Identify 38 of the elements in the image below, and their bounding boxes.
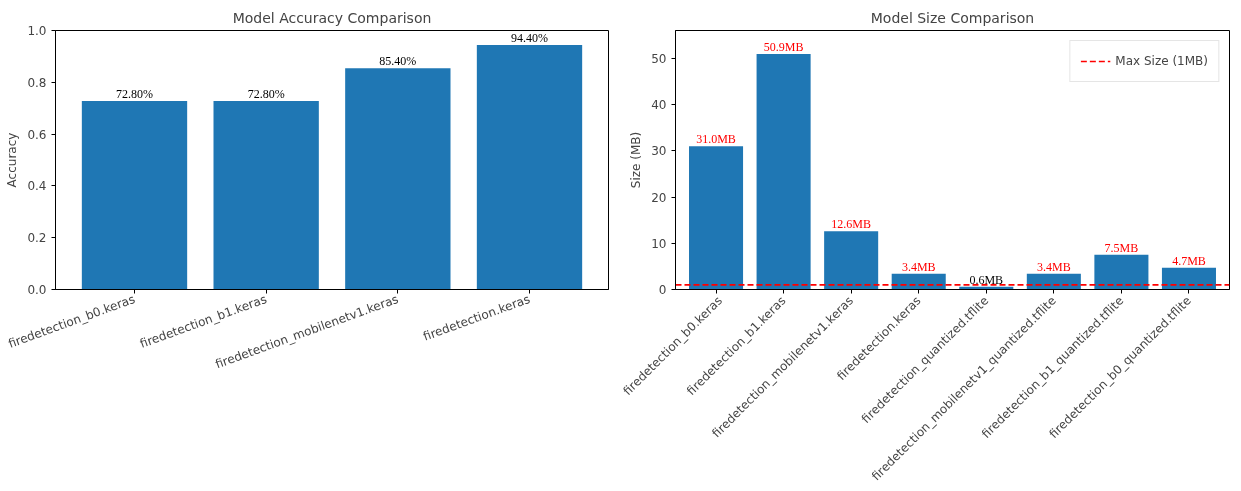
y-tick-label: 30 bbox=[651, 144, 667, 159]
data-label: 0.6MB bbox=[969, 272, 1004, 287]
y-tick-label: 50 bbox=[651, 51, 667, 66]
y-tick-label: 0.6 bbox=[27, 127, 47, 142]
legend-label: Max Size (1MB) bbox=[1115, 54, 1208, 68]
bar bbox=[345, 68, 451, 290]
bar bbox=[81, 100, 188, 290]
y-tick-label: 0 bbox=[658, 283, 667, 297]
data-label: 31.0MB bbox=[696, 132, 736, 147]
y-tick-label: 40 bbox=[651, 98, 667, 112]
data-label: 72.80% bbox=[116, 86, 153, 101]
y-axis-title: Accuracy bbox=[5, 132, 20, 188]
y-tick-label: 10 bbox=[651, 236, 667, 251]
data-label: 85.40% bbox=[379, 54, 417, 69]
chart-title: Model Accuracy Comparison bbox=[232, 9, 432, 26]
bar bbox=[1161, 267, 1216, 290]
data-label: 4.7MB bbox=[1172, 253, 1206, 268]
y-tick-label: 1.0 bbox=[27, 24, 47, 38]
y-tick-label: 20 bbox=[651, 190, 667, 205]
bar bbox=[756, 54, 811, 290]
data-label: 72.80% bbox=[247, 86, 285, 101]
bar bbox=[689, 146, 744, 290]
data-label: 12.6MB bbox=[831, 217, 872, 232]
y-tick-label: 0.2 bbox=[27, 231, 47, 246]
y-tick-label: 0.0 bbox=[27, 283, 47, 297]
y-tick-label: 0.4 bbox=[27, 179, 47, 194]
bar bbox=[476, 45, 583, 290]
y-axis-title: Size (MB) bbox=[629, 131, 644, 189]
data-label: 3.4MB bbox=[1037, 259, 1071, 274]
data-label: 94.40% bbox=[511, 31, 548, 45]
data-label: 50.9MB bbox=[763, 40, 804, 55]
chart-title: Model Size Comparison bbox=[870, 9, 1035, 26]
data-label: 3.4MB bbox=[901, 259, 936, 274]
bar bbox=[1094, 254, 1149, 290]
data-label: 7.5MB bbox=[1104, 240, 1139, 255]
y-tick-label: 0.8 bbox=[27, 75, 47, 90]
bar bbox=[213, 100, 319, 290]
bar bbox=[824, 231, 879, 290]
